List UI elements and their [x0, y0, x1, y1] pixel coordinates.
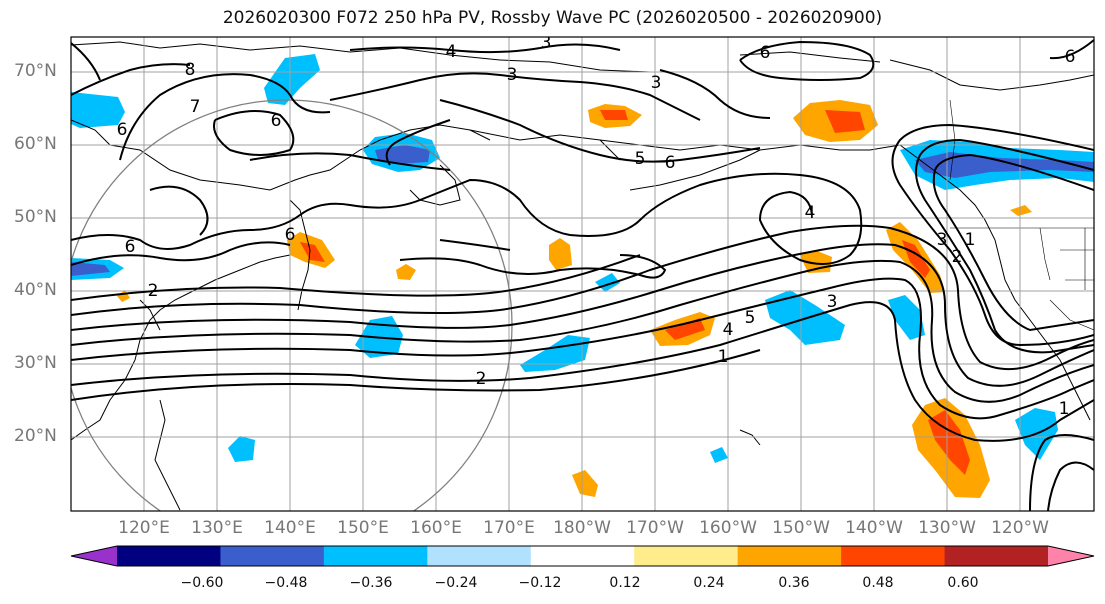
contour-label: 7	[190, 97, 201, 117]
lon-label-140w: 140°W	[845, 518, 903, 538]
colorbar-swatch	[427, 546, 532, 566]
contour-label: 2	[952, 247, 963, 267]
lat-label-50n: 50°N	[14, 207, 57, 227]
political-borders	[949, 99, 1094, 331]
map-title: 2026020300 F072 250 hPa PV, Rossby Wave …	[222, 8, 883, 28]
contour-label: 8	[185, 60, 196, 80]
lon-label-160w: 160°W	[699, 518, 757, 538]
lon-label-170e: 170°E	[483, 518, 535, 538]
contour-label: 4	[446, 42, 457, 62]
contour-label: 1	[965, 230, 976, 250]
pv-negative-anomalies	[71, 54, 1094, 463]
colorbar-outline	[70, 545, 1095, 567]
colorbar-tick: −0.60	[180, 575, 224, 591]
colorbar	[70, 545, 1095, 567]
pv-contours	[71, 39, 1094, 511]
lat-label-40n: 40°N	[14, 280, 57, 300]
contour-label: 6	[285, 225, 296, 245]
colorbar-swatch	[323, 546, 428, 566]
lon-label-140e: 140°E	[264, 518, 316, 538]
colorbar-tick: 0.36	[778, 575, 810, 591]
colorbar-tick: 0.12	[609, 575, 641, 591]
lon-label-170w: 170°W	[626, 518, 684, 538]
colorbar-swatch	[737, 546, 842, 566]
contour-label: 6	[760, 43, 771, 63]
lon-label-130e: 130°E	[191, 518, 243, 538]
colorbar-swatch	[944, 546, 1049, 566]
lon-label-160e: 160°E	[410, 518, 462, 538]
lon-label-120e: 120°E	[118, 518, 170, 538]
lon-label-150e: 150°E	[337, 518, 389, 538]
contour-label: 4	[723, 320, 734, 340]
colorbar-swatch	[634, 546, 739, 566]
contour-label: 6	[665, 153, 676, 173]
contour-label: 4	[805, 203, 816, 223]
colorbar-extend-low	[71, 546, 117, 566]
lat-label-70n: 70°N	[14, 61, 57, 81]
colorbar-swatch	[530, 546, 635, 566]
lon-label-180w: 180°W	[553, 518, 611, 538]
contour-label: 5	[635, 149, 646, 169]
contour-label: 5	[745, 308, 756, 328]
colorbar-tick: −0.12	[518, 575, 562, 591]
contour-label: 3	[541, 33, 552, 53]
contour-label: 6	[271, 111, 282, 131]
contour-label: 2	[148, 281, 159, 301]
contour-label: 3	[937, 230, 948, 250]
colorbar-tick: 0.60	[947, 575, 979, 591]
contour-label: 6	[117, 120, 128, 140]
colorbar-swatch	[220, 546, 325, 566]
lon-label-150w: 150°W	[772, 518, 830, 538]
colorbar-swatch	[841, 546, 946, 566]
lat-label-20n: 20°N	[14, 426, 57, 446]
colorbar-tick: 0.24	[693, 575, 725, 591]
contour-label: 3	[651, 73, 662, 93]
colorbar-tick: −0.24	[434, 575, 478, 591]
colorbar-tick: −0.48	[264, 575, 308, 591]
lat-label-60n: 60°N	[14, 134, 57, 154]
pv-positive-anomalies	[117, 100, 1032, 498]
contour-label: 3	[507, 65, 518, 85]
contour-label: 1	[1059, 399, 1070, 419]
lon-label-120w: 120°W	[991, 518, 1049, 538]
lon-label-130w: 130°W	[918, 518, 976, 538]
contour-label: 6	[125, 237, 136, 257]
contour-label: 1	[718, 347, 729, 367]
colorbar-tick: −0.36	[349, 575, 393, 591]
colorbar-tick: 0.48	[862, 575, 894, 591]
coastlines	[71, 41, 1094, 511]
contour-label: 2	[476, 369, 487, 389]
contour-label: 3	[827, 292, 838, 312]
contour-labels: 4 3 6 6 8 7 6 3 6 5 6 3 6 4 6 3 2 1 2 4 …	[117, 33, 1076, 419]
lat-label-30n: 30°N	[14, 353, 57, 373]
colorbar-swatch	[117, 546, 221, 566]
colorbar-extend-high	[1048, 546, 1094, 566]
contour-label: 6	[1065, 47, 1076, 67]
